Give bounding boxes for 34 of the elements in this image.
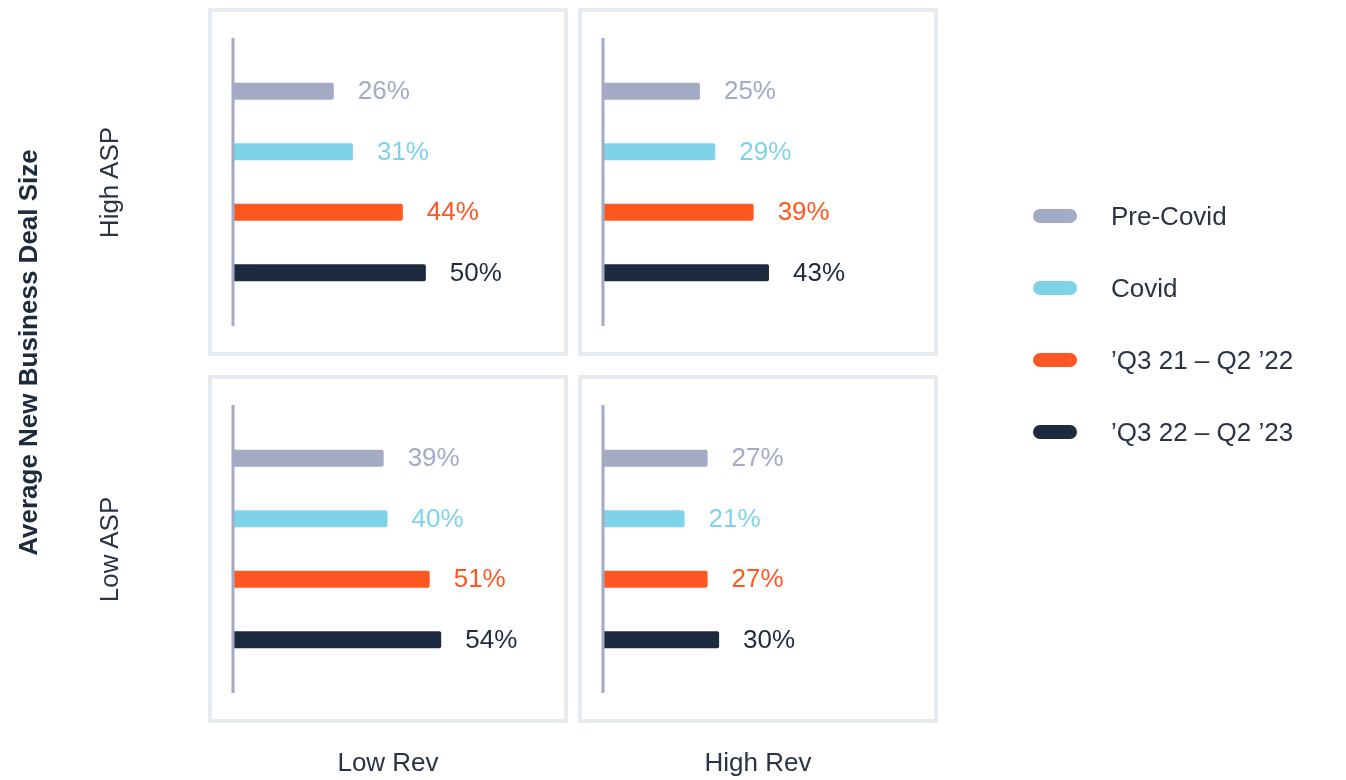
bar	[234, 631, 442, 649]
data-label: 43%	[793, 256, 846, 287]
x-axis-title: Low Rev	[336, 747, 440, 778]
bar	[604, 264, 769, 282]
data-label: 54%	[465, 623, 518, 654]
data-label: 21%	[708, 502, 761, 533]
data-label: 39%	[407, 442, 460, 473]
data-label: 51%	[453, 563, 506, 594]
data-label: 26%	[357, 75, 410, 106]
text: ’Q3 22 – Q2 ’23	[1111, 416, 1294, 448]
text: ’Q3 21 – Q2 ’22	[1111, 344, 1294, 376]
data-label: 29%	[739, 135, 792, 166]
data-label: 27%	[731, 563, 784, 594]
text: Covid	[1111, 272, 1178, 304]
bar	[234, 570, 430, 588]
data-label: 25%	[723, 75, 776, 106]
data-label: 27%	[731, 442, 784, 473]
data-label: 40%	[411, 502, 464, 533]
x-axis-title: High Rev	[703, 747, 813, 778]
bar	[234, 143, 353, 161]
bar	[234, 203, 403, 221]
data-label: 39%	[777, 196, 830, 227]
bar	[604, 203, 754, 221]
y-axis-title: High ASP	[94, 126, 126, 238]
bar	[234, 264, 426, 282]
bar	[234, 510, 388, 528]
data-label: 30%	[743, 623, 796, 654]
text: Average New Business Deal Size	[12, 148, 44, 556]
data-label: 44%	[426, 196, 479, 227]
bar	[604, 143, 716, 161]
data-label: 31%	[376, 135, 429, 166]
y-axis-title: Low ASP	[94, 496, 126, 602]
text: Pre-Covid	[1111, 200, 1227, 232]
data-label: 50%	[449, 256, 502, 287]
